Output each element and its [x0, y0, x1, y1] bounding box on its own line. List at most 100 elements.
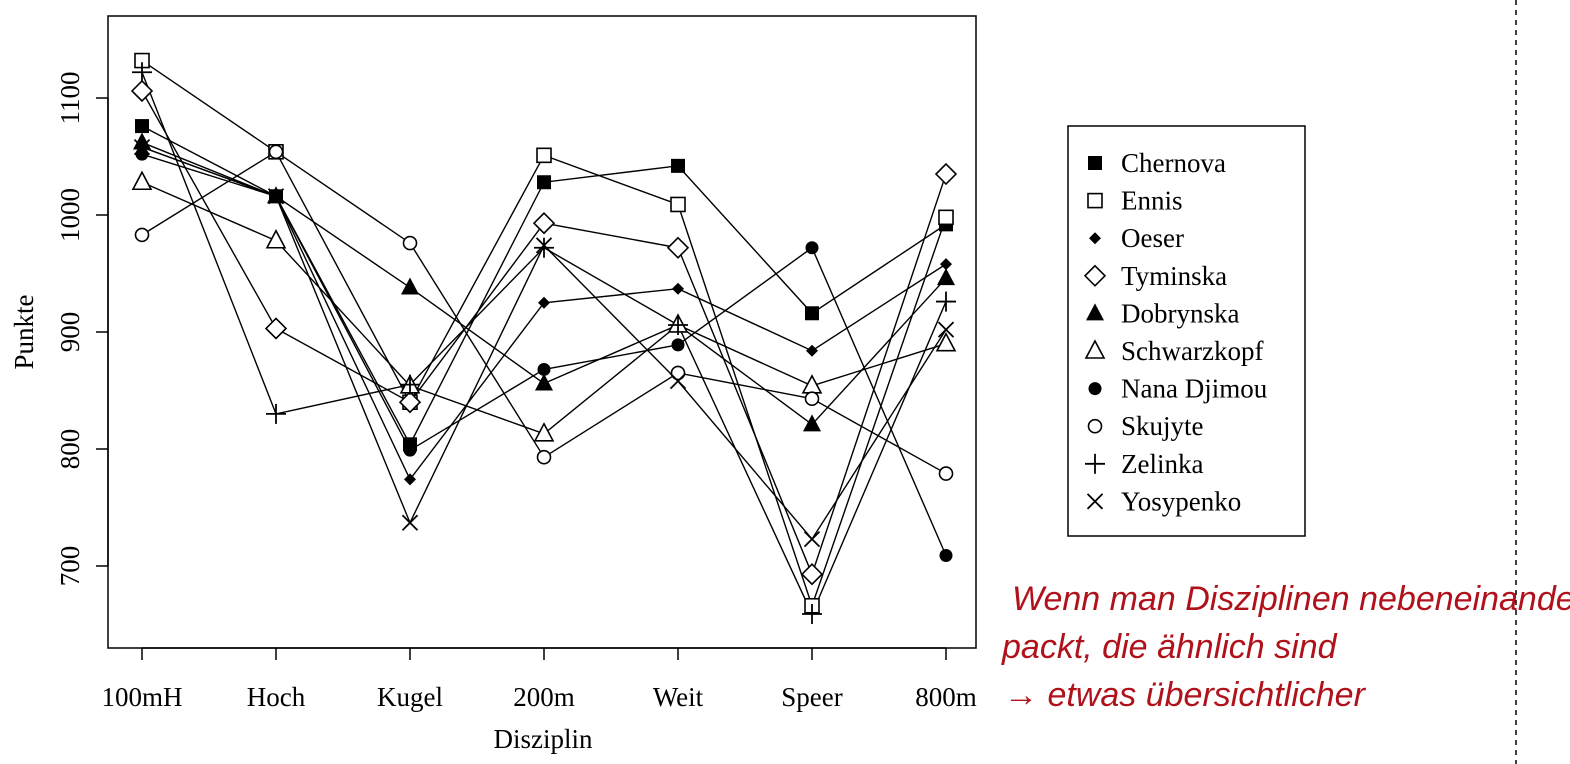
point-schwarzkopf-hoch	[265, 229, 287, 249]
point-oeser-800m	[940, 258, 952, 271]
point-skujyte-100mh	[134, 227, 150, 243]
legend-marker-chernova	[1088, 156, 1102, 170]
point-yosypenko-100mh	[133, 139, 151, 156]
point-yosypenko-200m	[535, 237, 553, 254]
legend: Chernova Ennis Oeser Tyminska Dobrynska Schwa…	[1083, 148, 1268, 516]
point-tyminska-kugel	[398, 391, 422, 414]
x-axis: 100mH Hoch Kugel 200m Weit Speer 800m	[102, 647, 977, 712]
y-axis-label: Punkte	[9, 294, 39, 369]
y-tick-label-800: 800	[55, 429, 85, 470]
series-line-yosypenko	[141, 146, 947, 541]
point-yosypenko-800m	[937, 321, 955, 338]
legend-marker-nana-djimou	[1088, 382, 1102, 396]
point-ennis-200m	[536, 147, 552, 164]
point-dobrynska-800m	[937, 268, 955, 286]
annotation-line-1: Wenn man Disziplinen nebeneinander	[1012, 580, 1570, 618]
legend-label-schwarzkopf: Schwarzkopf	[1121, 336, 1263, 366]
point-dobrynska-100mh	[133, 132, 151, 150]
annotation-line-3: → etwas übersichtlicher	[1004, 676, 1367, 714]
point-dobrynska-kugel	[401, 277, 419, 295]
point-schwarzkopf-800m	[935, 331, 957, 352]
point-schwarzkopf-100mh	[131, 170, 153, 191]
y-tick-label-700: 700	[55, 546, 85, 587]
legend-marker-tyminska	[1083, 264, 1107, 287]
point-yosypenko-hoch	[267, 188, 285, 205]
y-tick-label-900: 900	[55, 312, 85, 353]
series-line-ennis	[141, 59, 947, 608]
legend-label-chernova: Chernova	[1121, 148, 1226, 178]
point-yosypenko-kugel	[401, 514, 419, 531]
point-ennis-weit	[670, 196, 686, 213]
y-axis: 700 800 900 1000 1100	[55, 72, 109, 587]
legend-label-oeser: Oeser	[1121, 223, 1184, 253]
point-skujyte-hoch	[268, 144, 284, 160]
point-tyminska-200m	[532, 212, 556, 235]
legend-marker-schwarzkopf	[1084, 339, 1106, 359]
point-nana-djimou-kugel	[403, 443, 417, 457]
point-zelinka-100mh	[132, 62, 152, 83]
point-oeser-kugel	[404, 473, 416, 486]
point-oeser-200m	[538, 296, 550, 309]
point-chernova-200m	[537, 175, 551, 190]
series-line-chernova	[141, 125, 947, 446]
legend-label-yosypenko: Yosypenko	[1121, 486, 1241, 516]
point-zelinka-kugel	[400, 374, 420, 395]
x-tick-label-weit: Weit	[653, 682, 704, 712]
point-tyminska-800m	[934, 162, 958, 186]
annotation-line-2: packt, die ähnlich sind	[1001, 628, 1338, 666]
point-yosypenko-speer	[803, 530, 821, 548]
point-zelinka-weit	[668, 314, 688, 335]
point-zelinka-200m	[534, 237, 554, 258]
point-zelinka-hoch	[266, 403, 286, 424]
legend-marker-oeser	[1089, 232, 1101, 245]
plot-frame	[107, 15, 977, 649]
legend-marker-dobrynska	[1086, 303, 1104, 321]
point-tyminska-weit	[666, 236, 690, 259]
x-axis-label: Disziplin	[494, 724, 593, 754]
point-ennis-800m	[938, 209, 954, 226]
point-chernova-100mh	[135, 119, 149, 134]
point-skujyte-kugel	[402, 235, 418, 251]
point-nana-djimou-speer	[805, 241, 819, 255]
x-tick-label-speer: Speer	[781, 682, 842, 712]
series-line-tyminska	[141, 90, 947, 577]
legend-marker-yosypenko	[1086, 493, 1104, 510]
y-tick-label-1000: 1000	[55, 188, 85, 242]
point-chernova-weit	[671, 158, 685, 173]
legend-label-tyminska: Tyminska	[1121, 261, 1227, 291]
y-tick-label-1100: 1100	[55, 72, 85, 125]
legend-label-skujyte: Skujyte	[1121, 411, 1204, 441]
series-markers	[130, 52, 958, 624]
x-tick-label-800m: 800m	[915, 682, 977, 712]
point-skujyte-speer	[804, 391, 820, 406]
legend-marker-zelinka	[1085, 453, 1105, 474]
point-skujyte-200m	[536, 449, 552, 465]
point-nana-djimou-weit	[671, 338, 685, 352]
point-schwarzkopf-200m	[533, 422, 555, 442]
point-skujyte-800m	[938, 466, 954, 481]
point-tyminska-speer	[800, 563, 824, 586]
legend-label-zelinka: Zelinka	[1121, 449, 1203, 479]
legend-box	[1067, 125, 1306, 537]
legend-label-ennis: Ennis	[1121, 186, 1183, 216]
point-zelinka-speer	[802, 603, 822, 624]
series-lines	[141, 59, 947, 616]
legend-label-nana-djimou: Nana Djimou	[1121, 374, 1268, 404]
x-tick-label-200m: 200m	[513, 682, 575, 712]
point-oeser-weit	[672, 282, 684, 295]
point-nana-djimou-100mh	[135, 147, 149, 161]
point-oeser-speer	[806, 344, 818, 357]
point-yosypenko-weit	[669, 373, 687, 390]
point-tyminska-100mh	[130, 79, 154, 103]
point-skujyte-weit	[670, 365, 686, 381]
legend-marker-skujyte	[1087, 418, 1103, 434]
point-nana-djimou-200m	[537, 362, 551, 376]
legend-label-dobrynska: Dobrynska	[1121, 298, 1239, 328]
point-zelinka-800m	[936, 291, 956, 312]
point-dobrynska-speer	[803, 414, 821, 432]
point-tyminska-hoch	[264, 317, 288, 340]
point-nana-djimou-800m	[939, 548, 953, 562]
x-tick-label-kugel: Kugel	[377, 682, 443, 712]
point-chernova-speer	[805, 306, 819, 321]
